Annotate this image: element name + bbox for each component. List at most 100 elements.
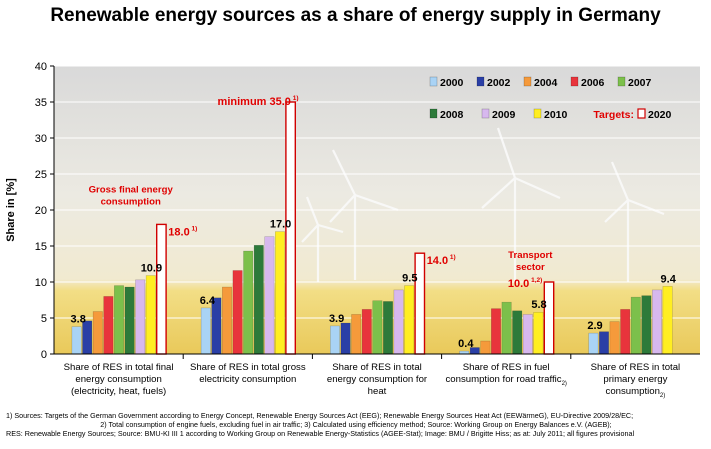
y-tick-label: 0 [41,349,47,361]
bar-2007-cat3 [501,301,512,355]
bar-2006-cat4 [620,309,631,355]
x-tick-label: energy consumption for [327,374,428,385]
annotation-text: Transport [508,250,553,261]
annotation-text: Gross final energy [89,184,174,195]
y-tick-label: 25 [35,169,47,181]
bar-2004-cat0 [92,311,103,355]
y-tick-label: 15 [35,241,47,253]
x-tick-label: electricity consumption [199,374,296,385]
bar-2007-cat2 [372,300,383,355]
bar-2002-cat0 [82,320,93,355]
bar-2004-cat3 [480,340,491,355]
annotation-text: consumption [101,196,161,207]
bar-2004-cat1 [222,286,232,355]
bar-2000-cat0 [71,326,82,355]
legend-swatch-2000 [429,76,438,87]
data-label: 9.4 [661,273,677,285]
bar-2010-cat3 [533,311,544,355]
y-axis-label: Share in [%] [5,178,17,242]
x-tick-superscript: 2) [660,393,665,399]
legend-swatch-2010 [533,108,542,119]
bar-2007-cat1 [243,250,254,355]
bar-2002-cat2 [340,322,351,355]
x-tick-label: (electricity, heat, fuels) [71,386,166,397]
bar-2009-cat3 [522,314,533,355]
bar-2008-cat2 [383,301,393,355]
y-tick-label: 10 [35,277,47,289]
data-label: 6.4 [200,295,216,307]
bar-2010-cat0 [145,275,156,355]
footnote-line: 2) Total consumption of engine fuels, ex… [100,420,612,430]
x-tick-label: energy consumption [75,374,161,385]
x-tick-label: Share of RES in total [591,362,681,373]
legend-label: 2006 [581,77,605,89]
bar-2006-cat0 [103,296,114,355]
x-tick-label: Share of RES in total final [64,362,174,373]
bar-2000-cat1 [200,307,211,355]
bar-2008-cat1 [253,245,264,355]
data-label: 3.9 [329,313,344,325]
legend-label: 2010 [544,109,568,121]
bar-2004-cat2 [351,314,362,355]
bar-2010-cat1 [275,231,285,355]
legend-label: 2020 [648,109,672,121]
bar-2006-cat1 [232,270,243,355]
x-tick-superscript: 2) [562,381,567,387]
bar-2020-cat3 [543,281,555,355]
bar-2008-cat0 [124,286,135,355]
y-tick-label: 20 [35,205,47,217]
data-label: 9.5 [402,273,417,285]
y-tick-label: 30 [35,133,47,145]
bar-2007-cat0 [114,285,124,355]
wind-turbine-image [301,127,665,282]
y-tick-label: 5 [41,313,47,325]
bar-2010-cat2 [404,285,415,355]
x-tick-label: heat [368,386,387,397]
bar-2004-cat4 [609,321,620,355]
legend-swatch-2009 [481,108,490,119]
footnote-line: 1) Sources: Targets of the German Govern… [6,411,634,420]
data-label: 10.9 [141,263,162,275]
chart-title: Renewable energy sources as a share of e… [50,5,661,26]
data-label-superscript: 1) [448,254,456,261]
bar-2009-cat1 [264,236,275,355]
x-tick-label: Share of RES in fuel [463,362,550,373]
legend-label: 2004 [534,77,558,89]
data-label: 17.0 [270,219,291,231]
legend-label: 2009 [492,109,516,121]
bar-2008-cat3 [512,310,523,355]
x-tick-label: Share of RES in total [332,362,422,373]
bar-2009-cat0 [135,279,146,355]
bar-2008-cat4 [641,295,652,355]
legend-label: 2000 [440,77,464,89]
y-tick-label: 35 [35,97,47,109]
data-label: 5.8 [531,299,546,311]
y-tick-label: 40 [35,61,47,73]
bar-2007-cat4 [630,296,641,355]
x-tick-label: consumption2) [606,386,666,399]
legend-swatch-2002 [476,76,485,87]
x-tick-label: primary energy [603,374,667,385]
bar-2000-cat2 [330,325,340,355]
data-label: 3.8 [71,314,86,326]
annotation-text: sector [516,262,545,273]
data-label-superscript: 1) [291,95,299,102]
legend-label: 2007 [628,77,652,89]
bar-2002-cat4 [599,331,609,355]
bar-2006-cat2 [361,309,372,355]
legend-swatch-2020 [637,108,646,119]
bar-2000-cat4 [588,332,599,355]
x-tick-label: Share of RES in total gross [190,362,306,373]
bar-2009-cat2 [393,289,404,355]
bar-2020-cat2 [414,252,426,355]
legend-label: 2002 [487,77,511,89]
legend-swatch-2008 [429,108,438,119]
x-tick-label: consumption for road traffic2) [445,374,566,387]
bar-2009-cat4 [652,289,662,355]
data-label: 0.4 [458,338,474,350]
legend-swatch-2007 [617,76,626,87]
footnotes: 1) Sources: Targets of the German Govern… [6,411,706,439]
legend-swatch-2004 [523,76,532,87]
footnote-line: RES: Renewable Energy Sources; Source: B… [6,429,635,439]
